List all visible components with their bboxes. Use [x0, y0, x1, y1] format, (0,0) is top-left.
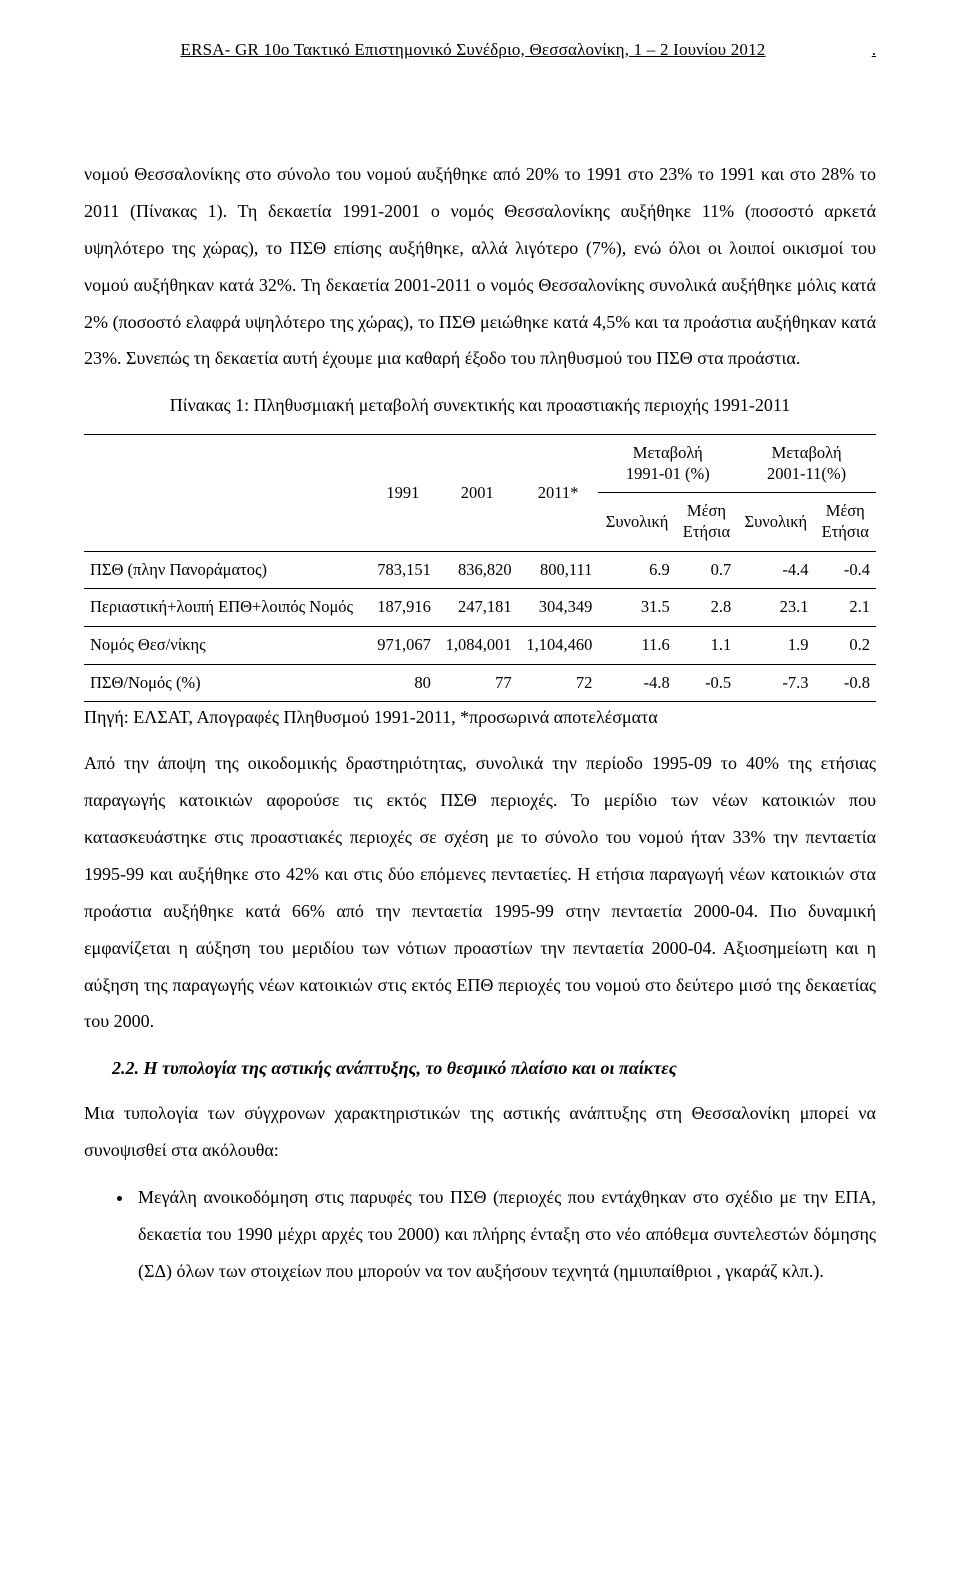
th-2011: 2011*: [518, 435, 599, 552]
cell: 77: [437, 664, 518, 702]
cell: 2.8: [676, 589, 737, 627]
cell: 6.9: [598, 551, 675, 589]
paragraph-1: νομού Θεσσαλονίκης στο σύνολο του νομού …: [84, 156, 876, 377]
table-caption: Πίνακας 1: Πληθυσμιακή μεταβολή συνεκτικ…: [84, 387, 876, 424]
paragraph-2: Από την άποψη της οικοδομικής δραστηριότ…: [84, 745, 876, 1040]
list-item: Μεγάλη ανοικοδόμηση στις παρυφές του ΠΣΘ…: [134, 1179, 876, 1290]
cell: -0.5: [676, 664, 737, 702]
page: ERSA- GR 10ο Τακτικό Επιστημονικό Συνέδρ…: [0, 0, 960, 1330]
header-text: ERSA- GR 10ο Τακτικό Επιστημονικό Συνέδρ…: [84, 40, 862, 60]
cell: 80: [369, 664, 437, 702]
table-head: 1991 2001 2011* Μεταβολή 1991-01 (%) Μετ…: [84, 435, 876, 552]
cell: 0.7: [676, 551, 737, 589]
cell: -4.8: [598, 664, 675, 702]
cell: 836,820: [437, 551, 518, 589]
bullet-list: Μεγάλη ανοικοδόμηση στις παρυφές του ΠΣΘ…: [84, 1179, 876, 1290]
cell: -4.4: [737, 551, 814, 589]
table-body: ΠΣΘ (πλην Πανοράματος) 783,151 836,820 8…: [84, 551, 876, 702]
table-row: ΠΣΘ/Νομός (%) 80 77 72 -4.8 -0.5 -7.3 -0…: [84, 664, 876, 702]
row-label: ΠΣΘ/Νομός (%): [84, 664, 369, 702]
cell: 23.1: [737, 589, 814, 627]
row-label: Νομός Θεσ/νίκης: [84, 626, 369, 664]
th-2001: 2001: [437, 435, 518, 552]
th-change-0111: Μεταβολή 2001-11(%): [737, 435, 876, 493]
cell: -0.8: [815, 664, 876, 702]
row-label: ΠΣΘ (πλην Πανοράματος): [84, 551, 369, 589]
th-change-9101: Μεταβολή 1991-01 (%): [598, 435, 737, 493]
table-header-row-1: 1991 2001 2011* Μεταβολή 1991-01 (%) Μετ…: [84, 435, 876, 493]
th-mesi-1: Μέση Ετήσια: [676, 493, 737, 551]
th-empty: [84, 435, 369, 552]
th-syn-1: Συνολική: [598, 493, 675, 551]
cell: 304,349: [518, 589, 599, 627]
header-dot: .: [862, 40, 876, 60]
cell: 1.1: [676, 626, 737, 664]
cell: -0.4: [815, 551, 876, 589]
paragraph-3: Μια τυπολογία των σύγχρονων χαρακτηριστι…: [84, 1095, 876, 1169]
table-row: ΠΣΘ (πλην Πανοράματος) 783,151 836,820 8…: [84, 551, 876, 589]
cell: 1,104,460: [518, 626, 599, 664]
cell: 0.2: [815, 626, 876, 664]
cell: 72: [518, 664, 599, 702]
population-table: 1991 2001 2011* Μεταβολή 1991-01 (%) Μετ…: [84, 434, 876, 702]
cell: 31.5: [598, 589, 675, 627]
cell: 2.1: [815, 589, 876, 627]
cell: 11.6: [598, 626, 675, 664]
th-mesi-2: Μέση Ετήσια: [815, 493, 876, 551]
row-label: Περιαστική+λοιπή ΕΠΘ+λοιπός Νομός: [84, 589, 369, 627]
cell: 971,067: [369, 626, 437, 664]
cell: 247,181: [437, 589, 518, 627]
cell: 1.9: [737, 626, 814, 664]
cell: 800,111: [518, 551, 599, 589]
section-title: 2.2. Η τυπολογία της αστικής ανάπτυξης, …: [112, 1050, 876, 1087]
th-syn-2: Συνολική: [737, 493, 814, 551]
cell: 187,916: [369, 589, 437, 627]
cell: -7.3: [737, 664, 814, 702]
table-row: Περιαστική+λοιπή ΕΠΘ+λοιπός Νομός 187,91…: [84, 589, 876, 627]
table-row: Νομός Θεσ/νίκης 971,067 1,084,001 1,104,…: [84, 626, 876, 664]
th-1991: 1991: [369, 435, 437, 552]
cell: 783,151: [369, 551, 437, 589]
cell: 1,084,001: [437, 626, 518, 664]
table-source: Πηγή: ΕΛΣΑΤ, Απογραφές Πληθυσμού 1991-20…: [84, 704, 876, 731]
page-header: ERSA- GR 10ο Τακτικό Επιστημονικό Συνέδρ…: [84, 40, 876, 108]
